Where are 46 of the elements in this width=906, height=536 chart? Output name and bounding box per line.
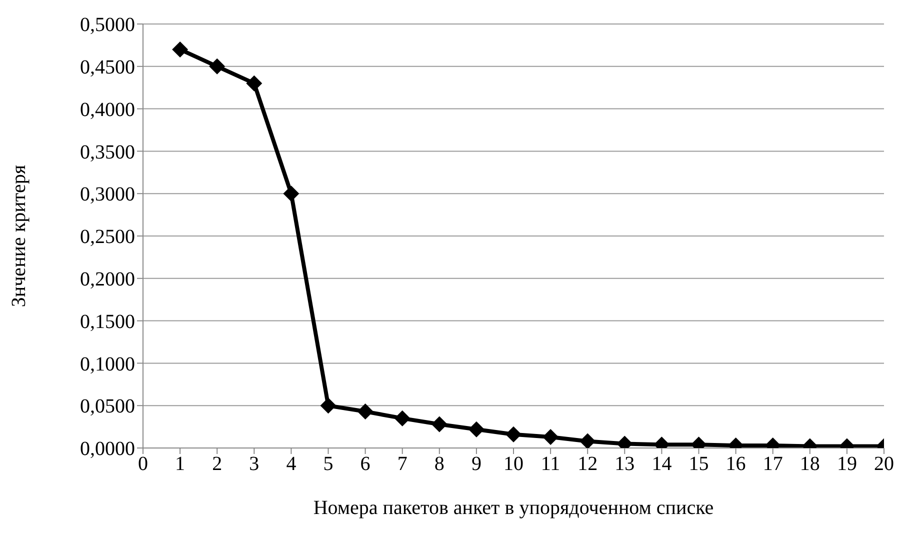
point [320,398,336,414]
x-tick-label: 17 [762,453,783,476]
x-tick-label: 6 [360,453,370,476]
y-tick-label: 0,3500 [80,141,135,164]
y-axis-title: Знчение критеря [8,164,30,308]
point [506,426,522,442]
point [246,75,262,92]
point [468,421,484,438]
point [542,428,559,445]
y-tick-label: 0,1500 [80,310,135,333]
y-tick-label: 0,3000 [80,184,135,206]
point [172,41,188,58]
point [209,58,226,74]
point [357,404,374,420]
point [283,186,300,202]
y-tick-label: 0,4000 [80,98,135,121]
point [394,410,410,426]
x-tick-label: 18 [800,453,820,476]
x-tick-label: 11 [540,453,560,476]
x-tick-label: 2 [212,453,222,476]
x-tick-label: 5 [323,453,334,476]
x-tick-label: 19 [836,453,857,476]
x-tick-label: 20 [874,453,894,476]
x-tick-label: 15 [688,453,709,476]
y-tick-label: 0,0000 [80,438,135,460]
x-tick-label: 13 [614,453,635,476]
x-tick-label: 3 [249,453,260,476]
x-axis-title: Номера пакетов анкет в упорядоченном списке [313,497,714,519]
x-tick-label: 4 [286,453,296,476]
x-tick-label: 1 [175,453,186,476]
x-tick-label: 14 [652,453,672,476]
x-tick-label: 16 [726,453,746,476]
x-tick-label: 12 [578,453,598,476]
y-tick-label: 0,4500 [80,56,135,78]
x-tick-label: 9 [471,453,482,476]
point [431,416,448,432]
x-tick-label: 0 [138,453,148,476]
y-tick-label: 0,1000 [80,353,135,376]
y-tick-label: 0,5000 [80,14,135,36]
y-tick-label: 0,0500 [80,396,135,418]
y-tick-label: 0,2000 [80,268,135,290]
y-tick-label: 0,2500 [80,226,135,248]
point [580,433,596,448]
x-tick-label: 8 [434,453,444,476]
x-tick-label: 10 [504,453,524,476]
x-tick-label: 7 [397,453,408,476]
